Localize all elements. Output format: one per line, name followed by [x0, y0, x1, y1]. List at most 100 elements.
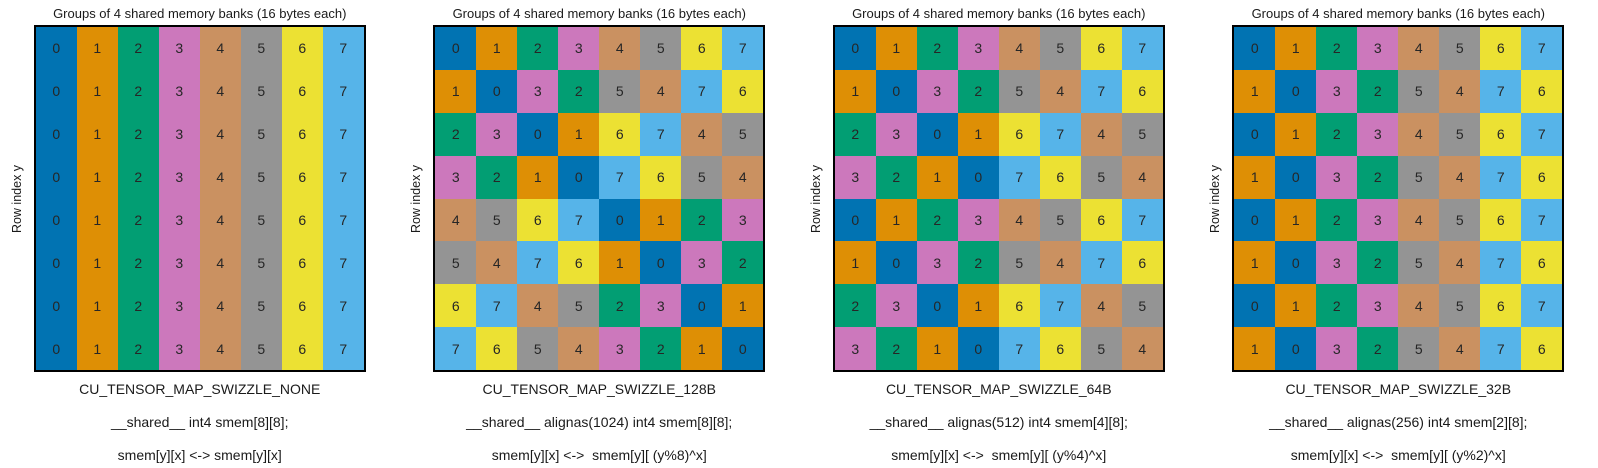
bank-cell: 2	[117, 284, 159, 328]
bank-cell: 4	[998, 198, 1040, 242]
bank-cell: 5	[1121, 112, 1163, 156]
bank-cell: 1	[435, 69, 477, 113]
bank-cell: 4	[998, 27, 1040, 70]
bank-cell: 4	[640, 69, 682, 113]
bank-cell: 2	[640, 327, 682, 370]
bank-cell: 5	[240, 69, 282, 113]
bank-cell: 1	[1275, 27, 1317, 70]
bank-cell: 0	[1275, 327, 1317, 370]
bank-cell: 0	[1275, 241, 1317, 285]
bank-cell: 3	[158, 27, 200, 70]
bank-cell: 0	[834, 198, 876, 242]
bank-cell: 6	[1080, 27, 1122, 70]
bank-cell: 0	[916, 112, 958, 156]
y-axis-label: Row index y	[9, 164, 24, 233]
bank-cell: 2	[558, 69, 600, 113]
bank-cell: 7	[558, 198, 600, 242]
bank-cell: 0	[35, 284, 77, 328]
bank-cell: 0	[35, 241, 77, 285]
bank-cell: 5	[558, 284, 600, 328]
bank-cell: 5	[1039, 27, 1081, 70]
bank-cell: 7	[322, 241, 364, 285]
bank-cell: 5	[1398, 155, 1440, 199]
bank-cell: 5	[1080, 327, 1122, 370]
bank-cell: 2	[117, 198, 159, 242]
bank-cell: 4	[681, 112, 723, 156]
bank-cell: 2	[599, 284, 641, 328]
bank-cell: 0	[599, 198, 641, 242]
bank-cell: 5	[240, 198, 282, 242]
bank-cell: 4	[199, 27, 241, 70]
bank-cell: 0	[1234, 198, 1276, 242]
bank-cell: 7	[1121, 27, 1163, 70]
bank-cell: 7	[1080, 241, 1122, 285]
bank-cell: 3	[435, 155, 477, 199]
bank-cell: 1	[1234, 327, 1276, 370]
bank-cell: 6	[476, 327, 518, 370]
bank-cell: 6	[281, 112, 323, 156]
bank-cell: 0	[957, 327, 999, 370]
bank-cell: 4	[435, 198, 477, 242]
bank-cell: 5	[1439, 284, 1481, 328]
bank-cell: 0	[916, 284, 958, 328]
bank-cell: 7	[998, 155, 1040, 199]
bank-cell: 7	[1480, 327, 1522, 370]
bank-cell: 4	[517, 284, 559, 328]
bank-cell: 7	[517, 241, 559, 285]
bank-cell: 2	[957, 69, 999, 113]
bank-cell: 6	[599, 112, 641, 156]
bank-cell: 2	[1316, 198, 1358, 242]
bank-cell: 1	[76, 27, 118, 70]
bank-cell: 6	[1521, 327, 1563, 370]
bank-cell: 1	[875, 27, 917, 70]
bank-cell: 3	[875, 112, 917, 156]
bank-cell: 3	[1357, 284, 1399, 328]
bank-cell: 5	[1398, 327, 1440, 370]
bank-cell: 0	[1275, 155, 1317, 199]
bank-cell: 4	[1080, 284, 1122, 328]
bank-cell: 7	[599, 155, 641, 199]
swizzle-mode-name: CU_TENSOR_MAP_SWIZZLE_32B	[1285, 381, 1512, 397]
bank-cell: 4	[1398, 27, 1440, 70]
bank-cell: 0	[681, 284, 723, 328]
chart-title: Groups of 4 shared memory banks (16 byte…	[852, 6, 1146, 21]
bank-cell: 3	[599, 327, 641, 370]
bank-cell: 7	[1521, 198, 1563, 242]
bank-cell: 6	[1039, 327, 1081, 370]
bank-cell: 0	[35, 198, 77, 242]
bank-cell: 6	[1039, 155, 1081, 199]
bank-cell: 2	[117, 155, 159, 199]
bank-cell: 4	[199, 69, 241, 113]
bank-cell: 2	[834, 112, 876, 156]
swizzle-mode-name: CU_TENSOR_MAP_SWIZZLE_NONE	[79, 381, 321, 397]
bank-cell: 3	[722, 198, 764, 242]
bank-cell: 7	[1039, 284, 1081, 328]
bank-cell: 0	[35, 69, 77, 113]
bank-cell: 5	[599, 69, 641, 113]
bank-cell: 2	[517, 27, 559, 70]
bank-cell: 1	[476, 27, 518, 70]
bank-cell: 2	[1316, 284, 1358, 328]
bank-cell: 1	[875, 198, 917, 242]
bank-cell: 1	[76, 284, 118, 328]
chart-title: Groups of 4 shared memory banks (16 byte…	[452, 6, 746, 21]
bank-cell: 2	[117, 327, 159, 370]
swizzle-mapping: smem[y][x] <-> smem[y][ (y%2)^x]	[1290, 447, 1506, 463]
smem-declaration: __shared__ alignas(1024) int4 smem[8][8]…	[466, 414, 733, 430]
bank-cell: 0	[1234, 112, 1276, 156]
bank-cell: 4	[1439, 69, 1481, 113]
bank-cell: 6	[1480, 27, 1522, 70]
bank-cell: 5	[240, 155, 282, 199]
bank-cell: 5	[517, 327, 559, 370]
bank-cell: 6	[281, 198, 323, 242]
bank-cell: 0	[834, 27, 876, 70]
bank-cell: 3	[1316, 327, 1358, 370]
bank-cell: 2	[117, 69, 159, 113]
bank-cell: 4	[1439, 327, 1481, 370]
bank-cell: 6	[558, 241, 600, 285]
bank-cell: 1	[1275, 112, 1317, 156]
